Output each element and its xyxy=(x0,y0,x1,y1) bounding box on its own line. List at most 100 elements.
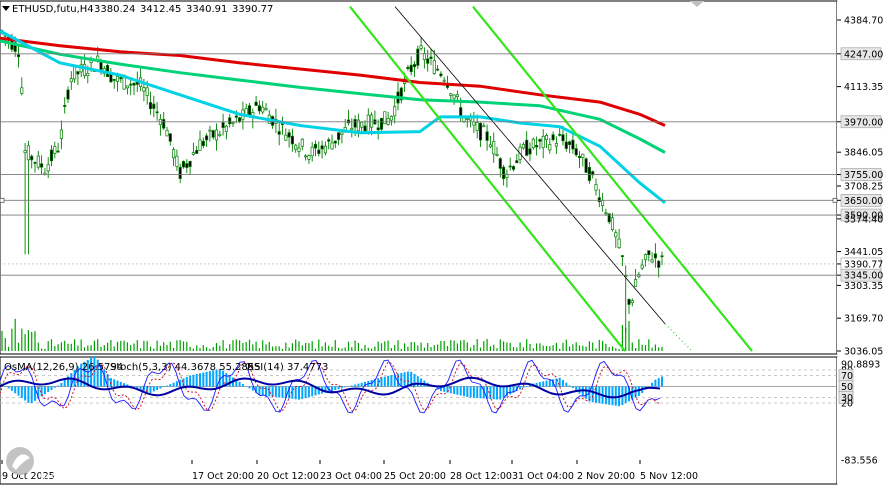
candle-body xyxy=(478,122,483,141)
candle-body xyxy=(125,85,129,89)
stoch-params: (5,3,3) xyxy=(138,362,171,373)
candle-body xyxy=(498,158,502,169)
candle-body xyxy=(188,161,192,167)
price-tick-label: 4113.35 xyxy=(844,82,883,93)
candle-body xyxy=(59,129,63,139)
candle-body xyxy=(152,103,156,109)
candle-body xyxy=(409,64,413,73)
stoch-label: Stoch(5,3,3) 44.3678 55.2855 xyxy=(110,362,261,373)
candle-body xyxy=(208,129,212,132)
candle-body xyxy=(389,115,393,121)
candle-body xyxy=(63,105,67,107)
candle-body xyxy=(129,83,133,86)
candle-body xyxy=(185,163,189,168)
osc-level-tag xyxy=(838,391,854,404)
candle-body xyxy=(313,143,318,149)
candle-body xyxy=(650,259,654,263)
candle-body xyxy=(574,148,578,156)
candle-body xyxy=(20,87,24,94)
candle-body xyxy=(538,139,542,142)
oscillator-axis-labels: 90.88938070503020-83.556 xyxy=(838,360,880,467)
candle-body xyxy=(231,122,235,124)
candle-body xyxy=(178,167,182,179)
price-tick-label: 3345.00 xyxy=(844,271,883,282)
candle-body xyxy=(465,118,469,120)
candle-body xyxy=(254,101,258,106)
candle-body xyxy=(33,162,37,164)
candle-body xyxy=(511,166,516,170)
price-level-tag xyxy=(840,115,882,129)
candle-body xyxy=(604,212,608,215)
candle-body xyxy=(277,131,281,135)
price-tick-label: 3590.00 xyxy=(844,211,883,222)
rsi-value: 37.4773 xyxy=(287,362,328,373)
candle-body xyxy=(26,145,30,161)
volume-layer xyxy=(1,318,663,351)
candle-body xyxy=(145,87,149,96)
candle-body xyxy=(601,200,605,206)
candle-body xyxy=(581,153,585,158)
candle-body xyxy=(247,105,252,116)
candle-body xyxy=(610,217,615,230)
candle-body xyxy=(640,264,644,269)
candle-body xyxy=(528,148,532,155)
candle-body xyxy=(502,166,506,180)
low-value: 3340.91 xyxy=(186,4,227,15)
candle-body xyxy=(363,125,367,132)
candle-body xyxy=(69,78,73,83)
candle-body xyxy=(297,147,301,152)
oscillator-header: OsMA(12,26,9) 26.5794 Stoch(5,3,3) 44.36… xyxy=(4,362,328,373)
candle-body xyxy=(165,129,169,137)
candle-body xyxy=(86,72,90,76)
candle-body xyxy=(416,48,420,66)
candle-body xyxy=(647,250,651,255)
time-tick-label: 25 Oct 20:00 xyxy=(384,471,446,482)
rsi-label: RSI(14) 37.4773 xyxy=(247,362,328,373)
candle-body xyxy=(228,117,232,125)
candle-body xyxy=(340,132,344,135)
price-tick-label: 3303.35 xyxy=(844,281,883,292)
close-value: 3390.77 xyxy=(232,4,273,15)
symbol-dropdown-icon[interactable] xyxy=(2,6,10,11)
trend-channel-line-2 xyxy=(394,6,666,325)
candle-body xyxy=(614,232,618,238)
time-axis-labels: 9 Oct 2025 17 Oct 20:00 20 Oct 12:00 23 Oct… xyxy=(1,460,698,482)
open-value: 3380.24 xyxy=(94,4,135,15)
candle-body xyxy=(399,87,403,101)
candle-body xyxy=(307,155,311,160)
candle-body xyxy=(571,139,575,150)
candle-body xyxy=(495,154,499,156)
price-level-tag xyxy=(840,47,882,61)
moving-average-line-1 xyxy=(0,39,666,154)
candle-body xyxy=(488,144,492,148)
chart-shift-marker-icon[interactable] xyxy=(690,1,704,7)
candle-body xyxy=(439,73,443,77)
candle-body xyxy=(376,127,380,131)
stoch-value: 44.3678 55.2855 xyxy=(175,362,261,373)
candle-body xyxy=(310,146,314,157)
candle-body xyxy=(544,135,549,141)
candle-body xyxy=(162,119,166,129)
stoch-main-line xyxy=(0,359,661,414)
candle-body xyxy=(142,87,146,92)
candle-body xyxy=(294,144,298,150)
level-anchor-right xyxy=(832,197,838,203)
brand-tagline: Instant Forex Trading xyxy=(40,472,149,484)
candle-body xyxy=(327,139,331,142)
osc-tick-label: 70 xyxy=(841,371,853,382)
candle-body xyxy=(218,133,222,136)
price-tick-label: 3036.05 xyxy=(844,347,883,358)
candle-body xyxy=(333,140,337,144)
candle-body xyxy=(568,141,572,145)
candle-body xyxy=(23,150,27,154)
candle-body xyxy=(627,298,631,305)
candle-body xyxy=(515,160,519,164)
candle-body xyxy=(419,45,423,49)
price-level-tag xyxy=(840,168,882,181)
candle-body xyxy=(30,155,34,161)
candle-body xyxy=(660,255,664,258)
candle-body xyxy=(554,143,558,147)
symbol-label: ETHUSD,futu,H4 xyxy=(12,4,94,15)
time-tick-label: 2 Nov 20:00 xyxy=(577,471,635,482)
